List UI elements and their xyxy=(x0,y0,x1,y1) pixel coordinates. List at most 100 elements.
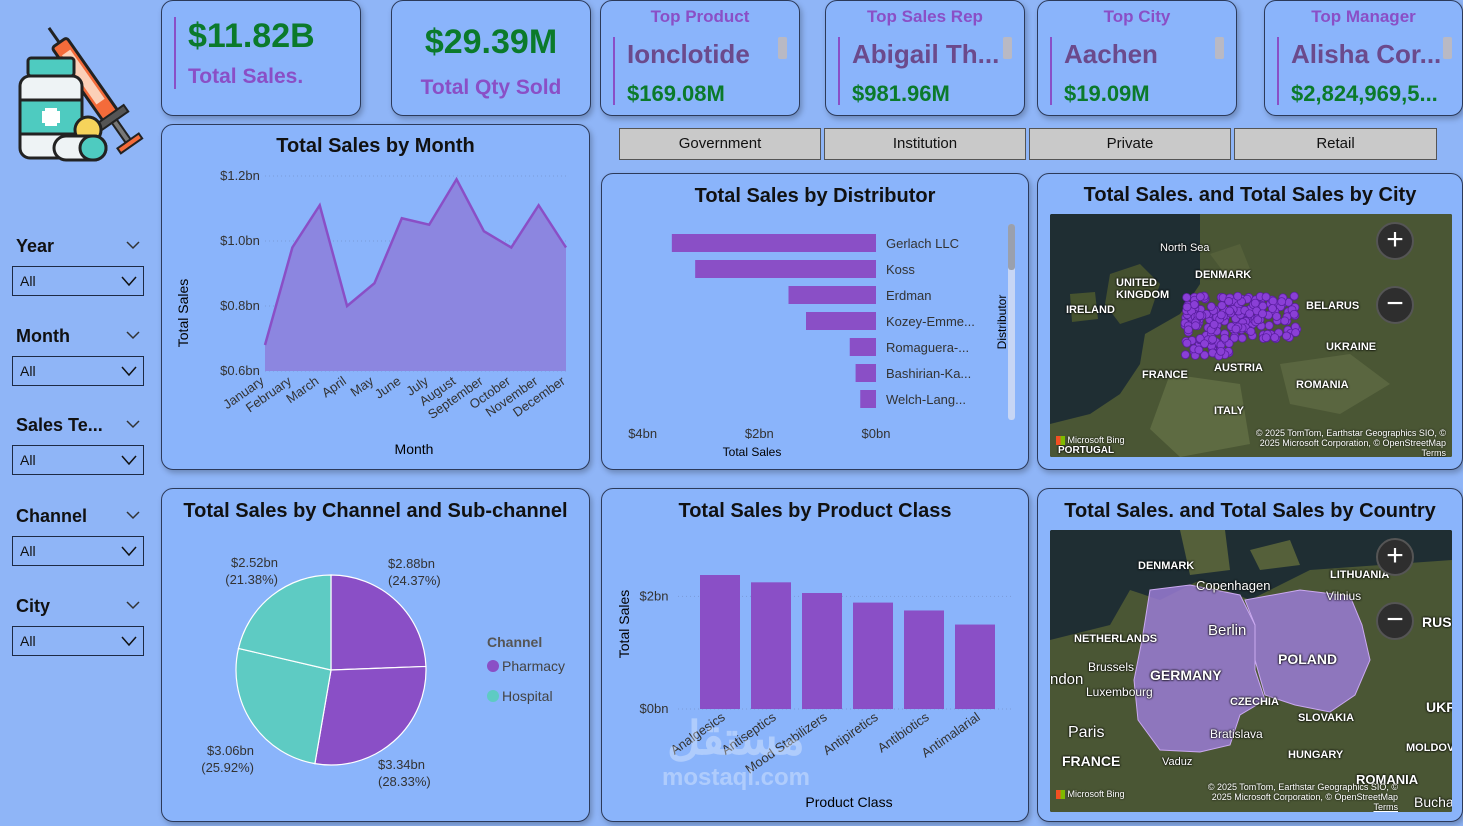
city-bubble xyxy=(1182,302,1192,312)
total-sales-divider xyxy=(174,17,176,89)
country-map[interactable]: DENMARK Copenhagen LITHUANIA Vilnius RUS… xyxy=(1050,530,1452,812)
city-bubble xyxy=(1217,301,1227,310)
retail-button[interactable]: Retail xyxy=(1234,128,1437,160)
top-manager-amount: $2,824,969,5... xyxy=(1291,81,1438,106)
country-map-terrain xyxy=(1050,530,1452,812)
chevron-down-icon[interactable] xyxy=(126,417,140,431)
top-product-name: Ionclotide xyxy=(627,39,750,69)
private-button[interactable]: Private xyxy=(1029,128,1231,160)
channel-slicer-label: Channel xyxy=(16,506,88,526)
legend-marker xyxy=(487,660,499,672)
pie-slice xyxy=(235,647,332,765)
bar xyxy=(671,234,876,252)
top-product-scrollbar[interactable] xyxy=(778,37,787,59)
zoom-in-button[interactable]: + xyxy=(1376,222,1414,260)
city-bubble xyxy=(1237,333,1247,343)
top-manager-scrollbar[interactable] xyxy=(1443,37,1452,59)
map-label: DENMARK xyxy=(1138,560,1195,572)
city-bubble xyxy=(1183,325,1193,335)
city-bubble xyxy=(1280,316,1290,326)
city-bubble xyxy=(1233,291,1243,301)
map-copyright-text: © 2025 TomTom, Earthstar Geographics SIO… xyxy=(1255,428,1446,448)
x-tick-label: June xyxy=(372,373,404,401)
germany-region[interactable] xyxy=(1133,584,1266,753)
city-slicer-label: City xyxy=(16,596,51,616)
category-label: Kozey-Emme... xyxy=(886,314,975,329)
pie-slice xyxy=(237,574,332,671)
channel-slicer-dropdown[interactable]: All xyxy=(12,536,144,566)
y-tick-label: $0.6bn xyxy=(220,363,260,378)
month-slicer-dropdown[interactable]: All xyxy=(12,356,144,386)
map-label: ITALY xyxy=(1214,405,1244,417)
city-bubble xyxy=(1261,292,1271,302)
top-city-scrollbar[interactable] xyxy=(1215,37,1224,59)
x-axis-title: Product Class xyxy=(805,794,892,810)
zoom-out-button[interactable]: − xyxy=(1376,602,1414,640)
map-label: Paris xyxy=(1068,724,1105,741)
x-tick-label: $0bn xyxy=(862,426,891,441)
map-brand: Microsoft Bing xyxy=(1056,435,1125,446)
top-sales-rep-scrollbar[interactable] xyxy=(1003,37,1012,59)
top-manager-card: Top Manager Alisha Cor... $2,824,969,5..… xyxy=(1264,0,1463,116)
category-label: Romaguera-... xyxy=(886,340,969,355)
map-label: ROMANIA xyxy=(1296,379,1349,391)
city-bubble xyxy=(1200,339,1209,349)
total-qty-card: $29.39M Total Qty Sold xyxy=(391,0,591,116)
map-label: Vilnius xyxy=(1326,589,1362,603)
city-bubbles[interactable] xyxy=(1180,291,1302,361)
city-bubble xyxy=(1182,292,1192,302)
city-bubble xyxy=(1258,309,1267,319)
slice-pct-label: (21.38%) xyxy=(225,572,278,587)
city-bubble xyxy=(1195,311,1205,320)
zoom-out-button[interactable]: − xyxy=(1376,286,1414,324)
top-product-divider xyxy=(613,37,615,105)
top-manager-name: Alisha Cor... xyxy=(1291,39,1442,69)
bar xyxy=(751,582,791,709)
government-button[interactable]: Government xyxy=(619,128,821,160)
map-terms-link[interactable]: Terms xyxy=(1373,802,1399,812)
bar xyxy=(700,575,740,709)
x-axis-title: Month xyxy=(395,441,434,457)
map-label: GERMANY xyxy=(1150,667,1222,683)
city-bubble xyxy=(1250,298,1260,308)
distributor-scrollbar-thumb[interactable] xyxy=(1008,224,1015,270)
chevron-down-icon[interactable] xyxy=(126,598,140,612)
map-label: ROMANIA xyxy=(1356,772,1419,787)
map-terms-link[interactable]: Terms xyxy=(1421,448,1447,457)
top-product-amount: $169.08M xyxy=(627,81,725,106)
city-map-terrain xyxy=(1050,214,1452,457)
map-brand: Microsoft Bing xyxy=(1056,789,1125,800)
bar xyxy=(853,602,893,709)
institution-button[interactable]: Institution xyxy=(824,128,1026,160)
pie-slice xyxy=(330,574,427,671)
chevron-down-icon[interactable] xyxy=(126,238,140,252)
total-qty-label: Total Qty Sold xyxy=(420,76,562,99)
y-tick-label: $0bn xyxy=(640,701,669,716)
channel-slicer-value: All xyxy=(20,543,36,559)
bar xyxy=(855,364,876,382)
city-slicer-value: All xyxy=(20,633,36,649)
city-bubble xyxy=(1224,297,1234,306)
city-slicer-dropdown[interactable]: All xyxy=(12,626,144,656)
year-slicer-dropdown[interactable]: All xyxy=(12,266,144,296)
slice-pct-label: (24.37%) xyxy=(388,573,441,588)
sales-team-slicer-dropdown[interactable]: All xyxy=(12,445,144,475)
x-tick-label: $4bn xyxy=(628,426,657,441)
distributor-scrollbar[interactable] xyxy=(1008,224,1015,420)
city-bubble xyxy=(1182,338,1192,348)
y-tick-label: $1.0bn xyxy=(220,233,260,248)
city-bubble xyxy=(1245,309,1254,319)
chevron-down-icon[interactable] xyxy=(126,328,140,342)
y-tick-label: $1.2bn xyxy=(220,168,260,183)
map-label: BELARUS xyxy=(1306,300,1360,312)
map-label: HUNGARY xyxy=(1288,749,1344,761)
city-map[interactable]: North Sea DENMARK UNITED KINGDOM IRELAND… xyxy=(1050,214,1452,457)
slice-pct-label: (28.33%) xyxy=(378,774,431,789)
map-label: Copenhagen xyxy=(1196,578,1271,593)
poland-region[interactable] xyxy=(1244,589,1371,713)
chevron-down-icon[interactable] xyxy=(126,508,140,522)
zoom-in-button[interactable]: + xyxy=(1376,538,1414,576)
bar xyxy=(788,286,876,304)
city-bubble xyxy=(1289,291,1299,301)
month-slicer-label: Month xyxy=(16,326,70,346)
